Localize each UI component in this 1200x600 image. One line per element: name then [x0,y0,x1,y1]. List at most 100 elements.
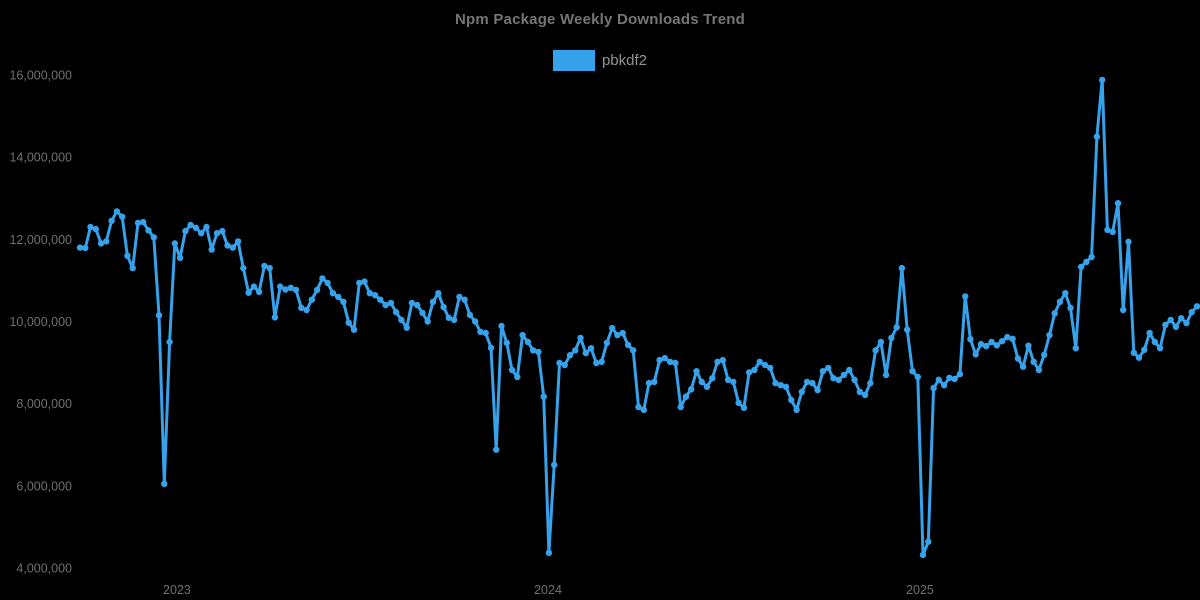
data-point[interactable] [545,549,553,556]
data-point[interactable] [851,376,858,383]
data-point[interactable] [688,386,695,393]
data-point[interactable] [129,264,136,272]
data-point[interactable] [998,338,1006,345]
data-point[interactable] [240,264,247,272]
data-point[interactable] [234,238,242,245]
data-point[interactable] [1193,303,1200,310]
data-point[interactable] [951,375,958,383]
data-point[interactable] [419,309,426,317]
data-point[interactable] [640,406,647,413]
data-point[interactable] [166,338,173,346]
data-point[interactable] [603,339,611,347]
data-point[interactable] [856,388,863,395]
data-point[interactable] [925,538,932,545]
data-point[interactable] [477,328,484,335]
data-point[interactable] [677,403,684,411]
data-point[interactable] [150,234,157,241]
data-point[interactable] [609,324,616,332]
data-point[interactable] [1014,355,1022,362]
data-point[interactable] [719,356,726,364]
data-point[interactable] [366,290,373,297]
data-point[interactable] [508,366,516,374]
data-point[interactable] [345,319,352,326]
data-point[interactable] [1030,358,1037,365]
data-point[interactable] [661,354,668,362]
data-point[interactable] [1135,354,1143,361]
data-point[interactable] [535,348,542,356]
data-point[interactable] [429,298,437,305]
data-point[interactable] [835,376,842,383]
data-point[interactable] [487,344,495,351]
data-point[interactable] [298,304,305,312]
data-point[interactable] [587,345,595,352]
data-point[interactable] [1104,226,1111,234]
data-point[interactable] [392,308,400,316]
data-point[interactable] [1077,263,1085,271]
data-point[interactable] [261,262,268,270]
data-point[interactable] [456,293,463,301]
data-point[interactable] [192,224,200,231]
data-point[interactable] [1183,319,1190,327]
data-point[interactable] [709,375,716,382]
data-point[interactable] [1125,238,1132,245]
data-point[interactable] [935,376,942,383]
data-point[interactable] [108,217,115,224]
data-point[interactable] [756,358,763,365]
data-point[interactable] [798,388,805,395]
data-point[interactable] [593,359,600,367]
data-point[interactable] [919,551,927,559]
data-point[interactable] [1162,321,1169,328]
data-point[interactable] [229,244,236,251]
data-point[interactable] [119,213,126,220]
data-point[interactable] [540,393,547,400]
data-point[interactable] [171,240,178,247]
data-point[interactable] [614,331,621,339]
data-point[interactable] [635,403,642,411]
data-point[interactable] [155,312,163,319]
data-point[interactable] [324,279,331,287]
data-point[interactable] [445,314,452,321]
data-point[interactable] [793,406,800,413]
data-point[interactable] [703,383,711,390]
data-point[interactable] [224,242,231,249]
data-point[interactable] [529,347,537,354]
data-point[interactable] [830,375,837,382]
data-point[interactable] [493,446,500,453]
data-point[interactable] [577,334,584,342]
data-point[interactable] [519,331,526,339]
data-point[interactable] [1019,363,1027,370]
data-point[interactable] [103,238,110,245]
data-point[interactable] [840,371,848,379]
data-point[interactable] [134,219,142,227]
data-point[interactable] [1025,342,1032,349]
data-point[interactable] [403,324,410,331]
data-point[interactable] [408,299,416,307]
data-point[interactable] [1099,76,1106,84]
data-point[interactable] [435,290,442,297]
data-point[interactable] [1188,308,1195,316]
data-point[interactable] [745,369,753,376]
data-point[interactable] [414,301,421,309]
data-point[interactable] [319,275,326,282]
data-point[interactable] [940,382,948,389]
data-point[interactable] [693,368,700,375]
data-point[interactable] [867,379,874,387]
data-point[interactable] [198,230,205,237]
data-point[interactable] [556,359,563,367]
data-point[interactable] [350,326,358,333]
data-point[interactable] [930,384,937,392]
data-point[interactable] [382,301,389,309]
data-point[interactable] [1035,366,1043,374]
data-point[interactable] [972,351,979,358]
data-point[interactable] [624,341,632,349]
data-point[interactable] [914,373,921,381]
data-point[interactable] [904,326,911,333]
data-point[interactable] [988,338,995,346]
data-point[interactable] [208,246,215,253]
data-point[interactable] [1083,258,1090,266]
data-point[interactable] [361,278,368,285]
data-point[interactable] [983,342,990,350]
data-point[interactable] [672,359,679,367]
data-point[interactable] [898,264,906,272]
data-point[interactable] [424,318,431,325]
